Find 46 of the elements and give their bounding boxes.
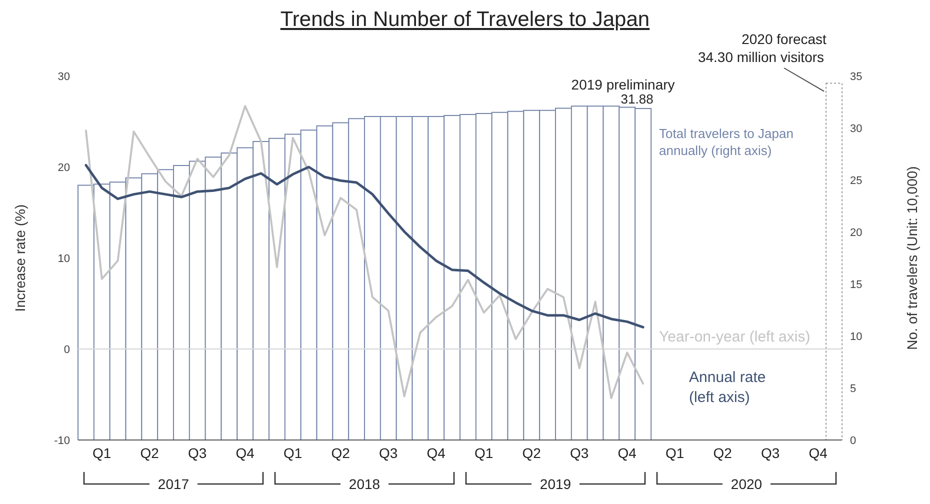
line-series xyxy=(84,164,644,328)
y-tick-label: 30 xyxy=(58,70,70,83)
x-tick-label: Q3 xyxy=(570,444,589,461)
x-tick-label: Q1 xyxy=(474,444,494,461)
series-label: Total travelers to Japan annually (right axis) xyxy=(659,126,794,158)
y-tick-label: 10 xyxy=(58,252,70,265)
chart-title: Trends in Number of Travelers to Japan xyxy=(279,8,651,32)
x-tick-label: Q4 xyxy=(426,444,446,461)
x-tick-label: Q1 xyxy=(284,444,302,461)
y2-tick-label: 30 xyxy=(850,122,862,135)
line-series xyxy=(84,105,644,400)
data-label: 31.88 xyxy=(620,91,654,106)
x-tick-label: Q2 xyxy=(713,444,732,461)
y2-tick-label: 20 xyxy=(850,226,862,239)
x-tick-label: Q4 xyxy=(236,444,255,461)
y2-tick-label: 35 xyxy=(850,70,862,83)
data-label: 34.30 million visitors xyxy=(698,49,824,65)
x-tick-label: Q4 xyxy=(618,444,637,461)
y2-tick-label: 5 xyxy=(850,382,856,395)
x-tick-label: Q2 xyxy=(522,444,542,461)
text: Annual rate (left axis) xyxy=(689,368,766,406)
y2-tick-label: 15 xyxy=(850,278,862,291)
x-tick-label: Q1 xyxy=(666,444,684,461)
y-tick-label: -10 xyxy=(54,434,70,447)
y-tick-label: 20 xyxy=(58,162,70,174)
bar xyxy=(826,82,843,440)
x-tick-label: Q3 xyxy=(379,444,398,461)
x-tick-label: Q3 xyxy=(761,444,780,461)
x-tick-label: Q1 xyxy=(92,444,112,461)
y2-tick-label: 25 xyxy=(850,174,862,187)
x-tick-label: Q2 xyxy=(331,444,350,461)
text: Year-on-year (left axis) xyxy=(659,328,810,346)
annotation: 2019 preliminary xyxy=(571,76,675,92)
text: 2018 xyxy=(348,476,380,492)
x-tick-label: Q4 xyxy=(808,444,828,461)
y2-tick-label: 0 xyxy=(850,434,856,447)
y2-tick-label: 10 xyxy=(850,330,862,343)
y2-axis-title: No. of travelers (Unit: 10,000) xyxy=(904,166,920,350)
text: 2017 xyxy=(158,476,190,492)
x-tick-label: Q3 xyxy=(188,444,207,461)
text: 2020 forecast xyxy=(742,31,827,47)
x-tick-label: Q2 xyxy=(140,444,160,461)
text: 2019 xyxy=(540,476,572,492)
text: 2020 xyxy=(730,476,762,492)
y-axis-title: Increase rate (%) xyxy=(12,204,28,312)
y-tick-label: 0 xyxy=(64,344,70,356)
